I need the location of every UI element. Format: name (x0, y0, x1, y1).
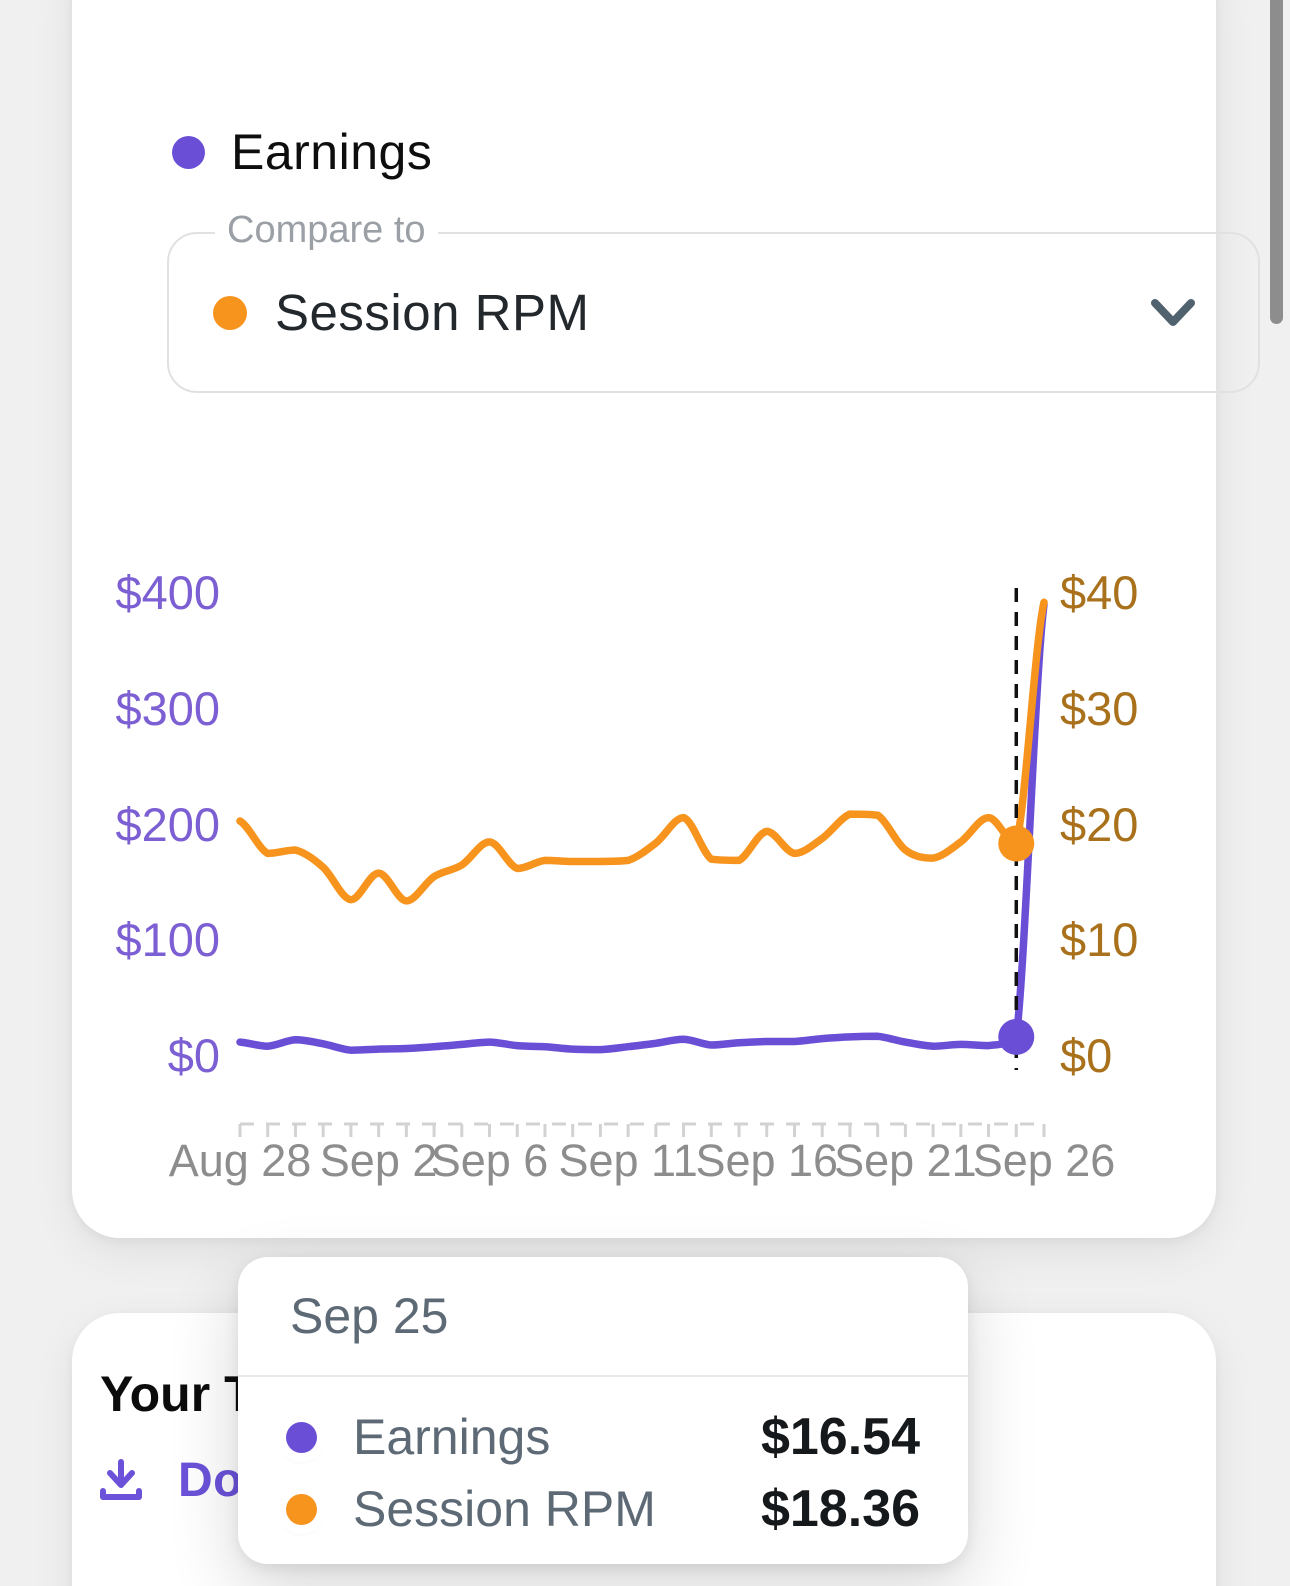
legend-label: Earnings (231, 124, 433, 180)
tooltip-row-value: $16.54 (760, 1408, 920, 1466)
session-rpm-dot-icon (286, 1493, 317, 1525)
tooltip-row-value: $18.36 (760, 1480, 920, 1538)
compare-to-select[interactable]: Compare to Session RPM (167, 209, 1260, 393)
bottom-card-title: Your T (100, 1366, 255, 1422)
chart-legend: Earnings (172, 123, 432, 181)
compare-to-field-label: Compare to (215, 209, 438, 252)
chevron-down-icon[interactable] (1148, 296, 1198, 330)
earnings-chart-card: Earnings Compare to Session RPM (72, 0, 1260, 1238)
tooltip-header: Sep 25 (238, 1257, 968, 1377)
session-rpm-dot-icon (213, 295, 247, 330)
tooltip-rows: Earnings $16.54 Session RPM $18.36 (238, 1377, 968, 1545)
tooltip-row-session-rpm: Session RPM $18.36 (286, 1473, 920, 1545)
compare-selected-option: Session RPM (169, 234, 1258, 391)
earnings-dot-icon (286, 1421, 317, 1453)
download-icon (100, 1458, 142, 1500)
chart-tooltip: Sep 25 Earnings $16.54 Session RPM $18.3… (238, 1257, 968, 1564)
scrollbar-thumb[interactable] (1270, 0, 1283, 324)
tooltip-date: Sep 25 (290, 1288, 449, 1344)
tooltip-row-earnings: Earnings $16.54 (286, 1401, 920, 1473)
tooltip-row-label: Session RPM (353, 1481, 656, 1537)
tooltip-row-label: Earnings (353, 1409, 551, 1465)
earnings-legend-dot-icon (172, 135, 205, 169)
compare-selected-value: Session RPM (275, 284, 590, 341)
